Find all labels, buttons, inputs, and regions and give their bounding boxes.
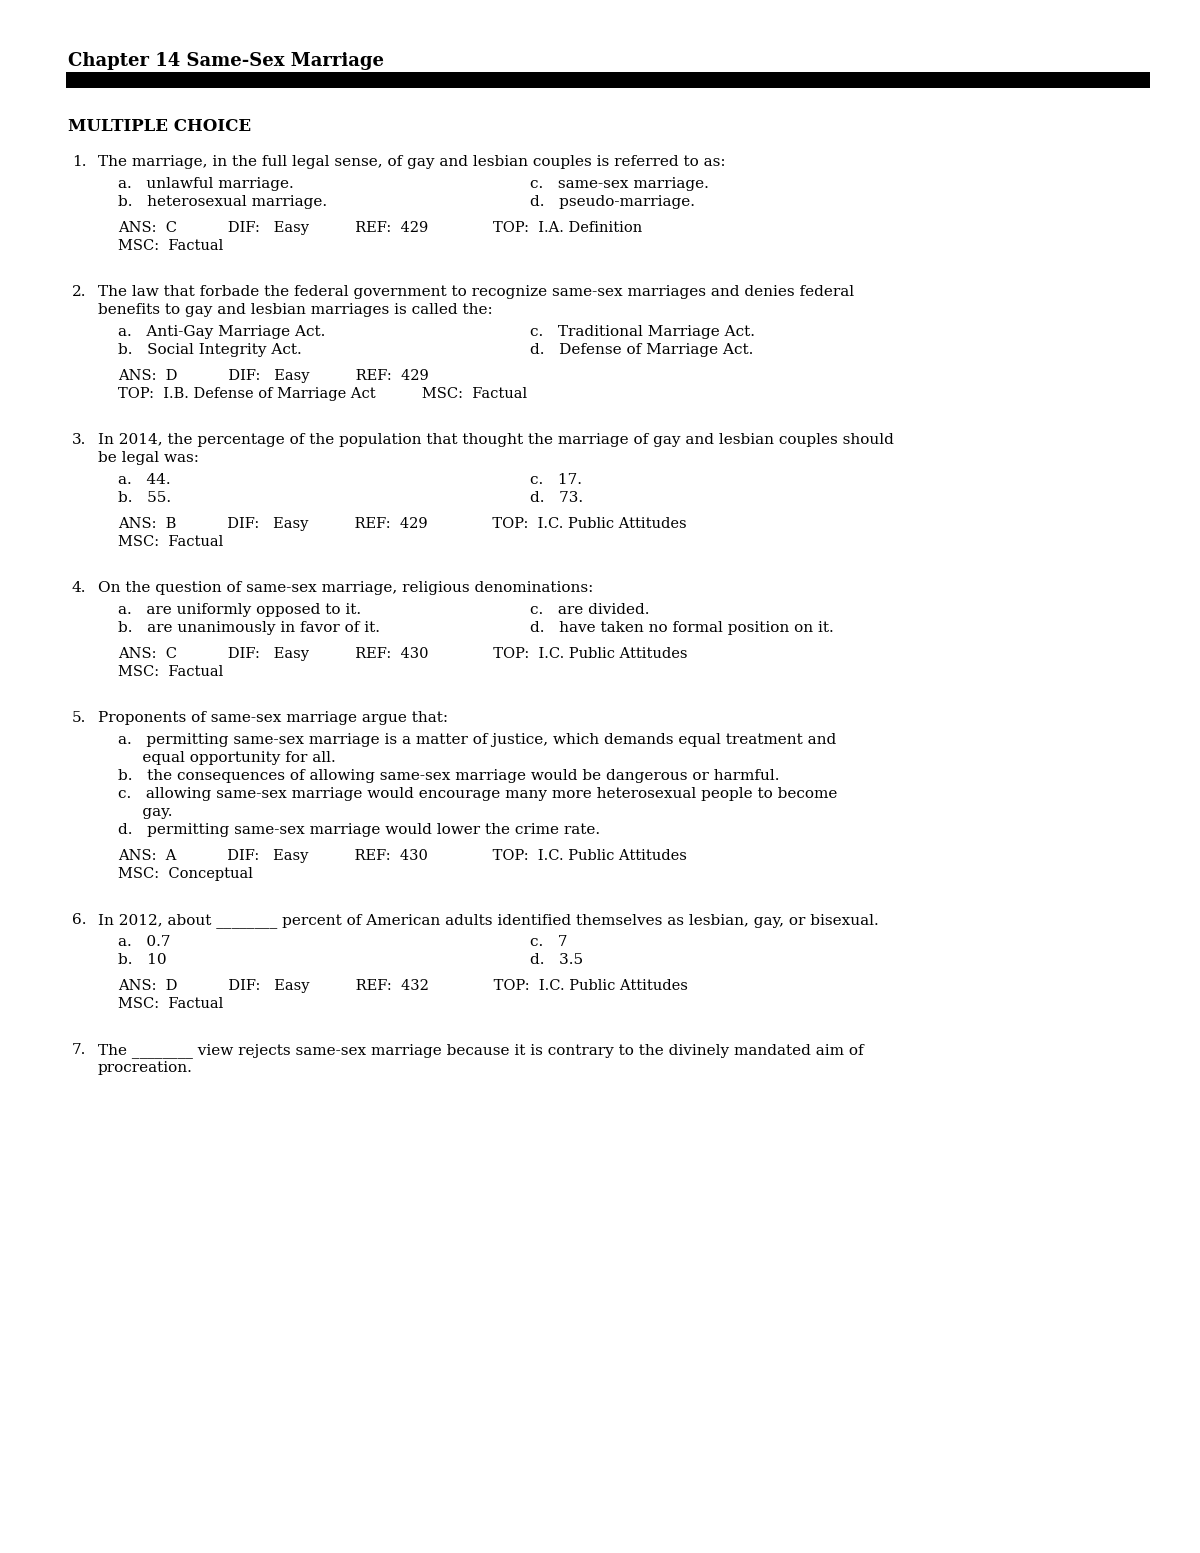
- Text: MSC:  Factual: MSC: Factual: [118, 534, 223, 550]
- Text: ANS:  B           DIF:   Easy          REF:  429              TOP:  I.C. Public : ANS: B DIF: Easy REF: 429 TOP: I.C. Publ…: [118, 517, 686, 531]
- Text: 2.: 2.: [72, 286, 86, 300]
- Text: 3.: 3.: [72, 433, 86, 447]
- Text: a.   are uniformly opposed to it.: a. are uniformly opposed to it.: [118, 603, 361, 617]
- Text: b.   Social Integrity Act.: b. Social Integrity Act.: [118, 343, 301, 357]
- Text: d.   3.5: d. 3.5: [530, 954, 583, 968]
- Text: 1.: 1.: [72, 155, 86, 169]
- Text: 5.: 5.: [72, 711, 86, 725]
- Text: The ________ view rejects same-sex marriage because it is contrary to the divine: The ________ view rejects same-sex marri…: [98, 1044, 864, 1058]
- Text: c.   are divided.: c. are divided.: [530, 603, 649, 617]
- Text: ANS:  D           DIF:   Easy          REF:  432              TOP:  I.C. Public : ANS: D DIF: Easy REF: 432 TOP: I.C. Publ…: [118, 978, 688, 992]
- Text: procreation.: procreation.: [98, 1061, 193, 1075]
- Text: MSC:  Conceptual: MSC: Conceptual: [118, 867, 253, 881]
- Text: d.   pseudo-marriage.: d. pseudo-marriage.: [530, 196, 695, 210]
- Text: b.   the consequences of allowing same-sex marriage would be dangerous or harmfu: b. the consequences of allowing same-sex…: [118, 769, 780, 783]
- Text: d.   have taken no formal position on it.: d. have taken no formal position on it.: [530, 621, 834, 635]
- Text: The law that forbade the federal government to recognize same-sex marriages and : The law that forbade the federal governm…: [98, 286, 854, 300]
- Text: benefits to gay and lesbian marriages is called the:: benefits to gay and lesbian marriages is…: [98, 303, 493, 317]
- Text: c.   17.: c. 17.: [530, 474, 582, 488]
- Text: c.   same-sex marriage.: c. same-sex marriage.: [530, 177, 709, 191]
- Text: b.   10: b. 10: [118, 954, 167, 968]
- Text: d.   Defense of Marriage Act.: d. Defense of Marriage Act.: [530, 343, 754, 357]
- Text: a.   Anti-Gay Marriage Act.: a. Anti-Gay Marriage Act.: [118, 325, 325, 339]
- Text: c.   7: c. 7: [530, 935, 568, 949]
- Text: d.   permitting same-sex marriage would lower the crime rate.: d. permitting same-sex marriage would lo…: [118, 823, 600, 837]
- Text: a.   unlawful marriage.: a. unlawful marriage.: [118, 177, 294, 191]
- Bar: [66, 71, 1150, 89]
- Text: MSC:  Factual: MSC: Factual: [118, 665, 223, 679]
- Text: gay.: gay.: [118, 804, 173, 818]
- Text: b.   55.: b. 55.: [118, 491, 172, 505]
- Text: equal opportunity for all.: equal opportunity for all.: [118, 752, 336, 766]
- Text: c.   Traditional Marriage Act.: c. Traditional Marriage Act.: [530, 325, 755, 339]
- Text: TOP:  I.B. Defense of Marriage Act          MSC:  Factual: TOP: I.B. Defense of Marriage Act MSC: F…: [118, 387, 527, 401]
- Text: c.   allowing same-sex marriage would encourage many more heterosexual people to: c. allowing same-sex marriage would enco…: [118, 787, 838, 801]
- Text: ANS:  C           DIF:   Easy          REF:  430              TOP:  I.C. Public : ANS: C DIF: Easy REF: 430 TOP: I.C. Publ…: [118, 648, 688, 662]
- Text: ANS:  D           DIF:   Easy          REF:  429: ANS: D DIF: Easy REF: 429: [118, 370, 428, 384]
- Text: In 2012, about ________ percent of American adults identified themselves as lesb: In 2012, about ________ percent of Ameri…: [98, 913, 878, 927]
- Text: In 2014, the percentage of the population that thought the marriage of gay and l: In 2014, the percentage of the populatio…: [98, 433, 894, 447]
- Text: On the question of same-sex marriage, religious denominations:: On the question of same-sex marriage, re…: [98, 581, 593, 595]
- Text: a.   permitting same-sex marriage is a matter of justice, which demands equal tr: a. permitting same-sex marriage is a mat…: [118, 733, 836, 747]
- Text: b.   are unanimously in favor of it.: b. are unanimously in favor of it.: [118, 621, 380, 635]
- Text: a.   0.7: a. 0.7: [118, 935, 170, 949]
- Text: a.   44.: a. 44.: [118, 474, 170, 488]
- Text: ANS:  A           DIF:   Easy          REF:  430              TOP:  I.C. Public : ANS: A DIF: Easy REF: 430 TOP: I.C. Publ…: [118, 849, 686, 863]
- Text: 7.: 7.: [72, 1044, 86, 1058]
- Text: ANS:  C           DIF:   Easy          REF:  429              TOP:  I.A. Definit: ANS: C DIF: Easy REF: 429 TOP: I.A. Defi…: [118, 221, 642, 235]
- Text: d.   73.: d. 73.: [530, 491, 583, 505]
- Text: 4.: 4.: [72, 581, 86, 595]
- Text: MULTIPLE CHOICE: MULTIPLE CHOICE: [68, 118, 251, 135]
- Text: be legal was:: be legal was:: [98, 450, 199, 464]
- Text: Chapter 14 Same-Sex Marriage: Chapter 14 Same-Sex Marriage: [68, 51, 384, 70]
- Text: 6.: 6.: [72, 913, 86, 927]
- Text: b.   heterosexual marriage.: b. heterosexual marriage.: [118, 196, 328, 210]
- Text: MSC:  Factual: MSC: Factual: [118, 997, 223, 1011]
- Text: The marriage, in the full legal sense, of gay and lesbian couples is referred to: The marriage, in the full legal sense, o…: [98, 155, 726, 169]
- Text: Proponents of same-sex marriage argue that:: Proponents of same-sex marriage argue th…: [98, 711, 448, 725]
- Text: MSC:  Factual: MSC: Factual: [118, 239, 223, 253]
